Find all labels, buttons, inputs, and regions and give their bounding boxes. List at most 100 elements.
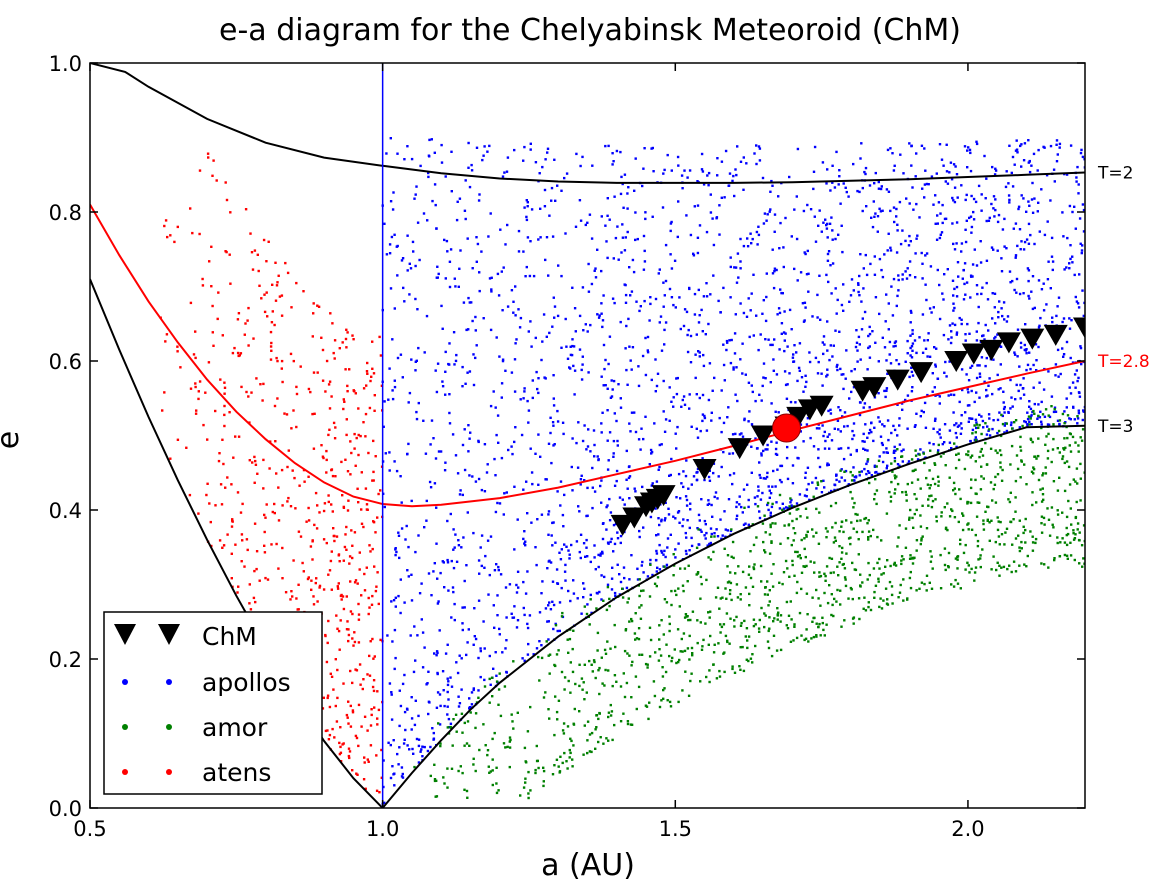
point-apollos — [539, 455, 542, 458]
point-apollos — [569, 599, 572, 603]
point-amor — [1053, 408, 1056, 411]
point-amor — [589, 598, 592, 601]
point-apollos — [590, 282, 594, 286]
point-apollos — [479, 675, 482, 679]
point-atens — [247, 344, 250, 347]
point-amor — [893, 561, 896, 565]
point-amor — [1014, 419, 1018, 422]
point-apollos — [627, 186, 630, 189]
point-atens — [379, 489, 382, 492]
point-apollos — [453, 618, 456, 622]
point-amor — [768, 627, 771, 630]
point-apollos — [654, 358, 657, 361]
point-atens — [237, 312, 241, 315]
point-apollos — [539, 236, 542, 239]
point-apollos — [685, 504, 689, 507]
point-apollos — [601, 552, 604, 555]
point-amor — [745, 627, 749, 630]
point-apollos — [579, 483, 582, 486]
point-amor — [571, 765, 574, 768]
point-apollos — [642, 571, 645, 574]
point-apollos — [662, 305, 665, 308]
point-apollos — [1023, 420, 1026, 423]
point-amor — [555, 758, 559, 761]
point-apollos — [725, 348, 728, 352]
point-atens — [258, 284, 261, 287]
point-apollos — [722, 343, 725, 346]
point-atens — [343, 545, 347, 549]
point-apollos — [708, 362, 712, 365]
point-apollos — [1061, 211, 1064, 214]
point-amor — [1065, 533, 1068, 537]
point-apollos — [1001, 314, 1004, 318]
point-atens — [252, 596, 256, 600]
point-apollos — [480, 488, 484, 492]
point-apollos — [625, 449, 628, 453]
point-atens — [351, 637, 354, 640]
point-apollos — [559, 504, 562, 507]
point-apollos — [604, 144, 607, 148]
point-atens — [218, 539, 222, 542]
point-apollos — [505, 616, 508, 619]
point-apollos — [1069, 418, 1072, 421]
point-amor — [982, 528, 986, 531]
point-apollos — [1076, 302, 1080, 305]
point-apollos — [579, 219, 583, 222]
point-apollos — [613, 301, 616, 305]
point-amor — [465, 742, 469, 745]
point-apollos — [391, 765, 394, 768]
point-apollos — [415, 185, 418, 188]
point-apollos — [513, 548, 516, 551]
point-apollos — [417, 401, 420, 405]
point-amor — [593, 660, 596, 664]
point-apollos — [792, 360, 795, 363]
point-apollos — [563, 543, 566, 546]
point-amor — [497, 789, 500, 792]
point-amor — [574, 682, 577, 686]
point-apollos — [996, 431, 999, 435]
point-amor — [553, 764, 556, 767]
point-atens — [260, 297, 263, 300]
point-amor — [878, 567, 881, 570]
point-atens — [281, 577, 284, 580]
point-apollos — [437, 600, 440, 603]
point-apollos — [410, 599, 414, 602]
point-apollos — [886, 464, 889, 467]
point-apollos — [524, 275, 527, 278]
point-atens — [373, 565, 376, 568]
point-atens — [368, 406, 372, 410]
point-apollos — [889, 246, 892, 249]
point-apollos — [804, 252, 807, 256]
point-apollos — [728, 473, 732, 477]
point-amor — [974, 478, 977, 482]
point-amor — [557, 649, 560, 652]
point-atens — [257, 269, 260, 273]
point-apollos — [581, 155, 584, 159]
point-apollos — [547, 533, 550, 536]
point-apollos — [628, 578, 631, 581]
point-apollos — [489, 404, 493, 408]
point-apollos — [579, 533, 583, 536]
point-amor — [914, 449, 917, 452]
point-apollos — [612, 379, 616, 383]
point-apollos — [985, 177, 988, 180]
point-apollos — [553, 443, 556, 446]
point-atens — [357, 453, 360, 457]
point-apollos — [1068, 386, 1071, 389]
point-apollos — [699, 528, 702, 532]
point-apollos — [872, 200, 875, 203]
point-apollos — [669, 222, 673, 225]
point-amor — [744, 635, 747, 638]
point-amor — [776, 618, 779, 621]
point-amor — [1044, 472, 1048, 475]
point-apollos — [994, 208, 997, 212]
point-amor — [560, 670, 564, 674]
point-apollos — [796, 379, 799, 383]
point-apollos — [1046, 278, 1050, 281]
point-apollos — [589, 323, 592, 327]
point-apollos — [866, 460, 869, 463]
point-apollos — [479, 649, 482, 653]
point-amor — [598, 712, 601, 715]
point-atens — [314, 491, 318, 495]
point-amor — [944, 568, 947, 572]
